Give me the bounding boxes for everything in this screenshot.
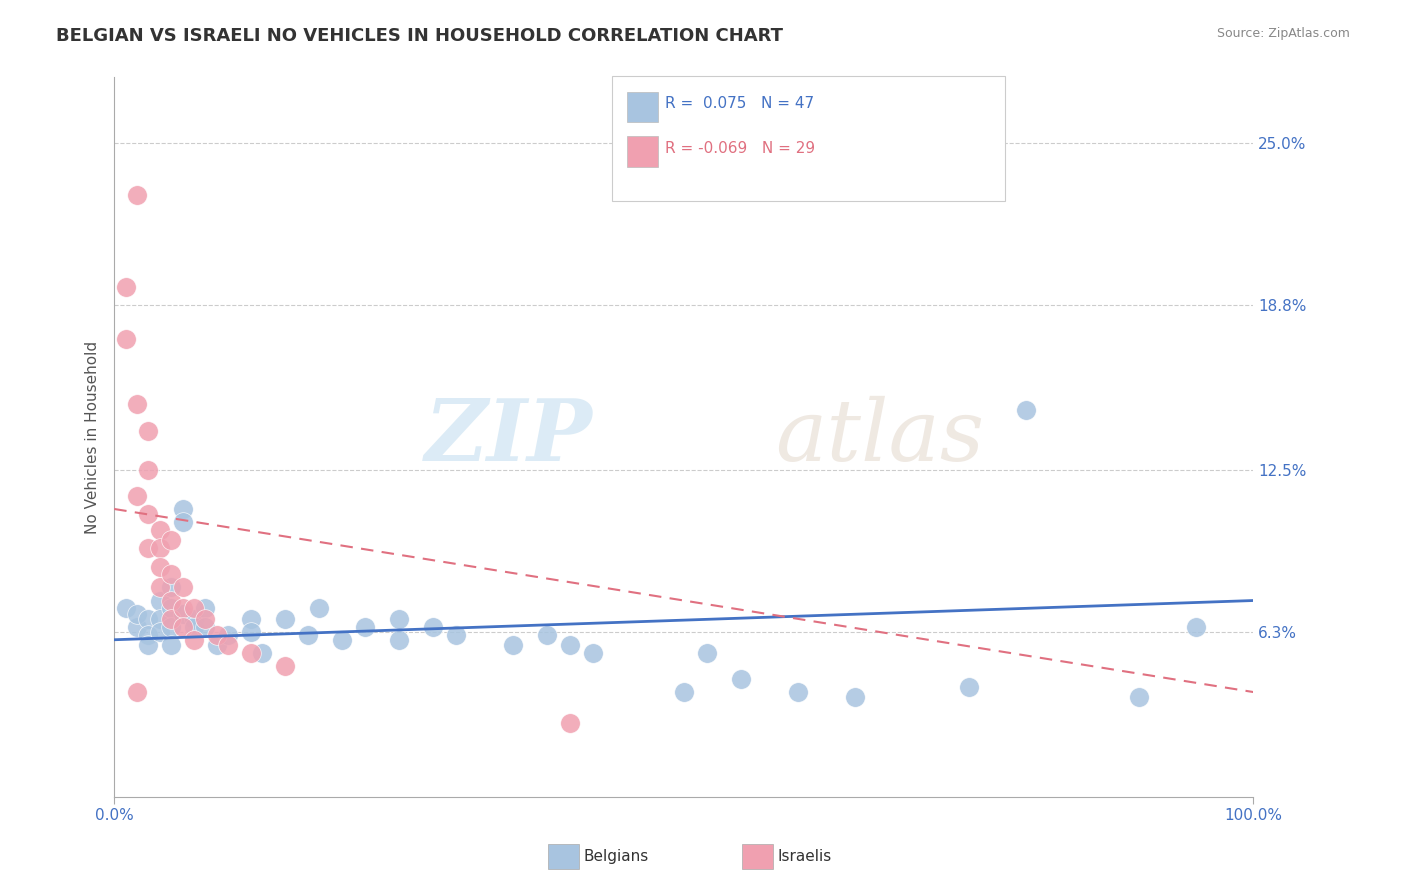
Text: Source: ZipAtlas.com: Source: ZipAtlas.com: [1216, 27, 1350, 40]
Point: [138, 612, 160, 626]
Text: R = -0.069   N = 29: R = -0.069 N = 29: [665, 141, 815, 156]
Point: [160, 593, 183, 607]
Point: [160, 581, 183, 595]
Point: [274, 659, 297, 673]
Point: [183, 632, 205, 647]
Point: [114, 279, 136, 293]
Point: [160, 620, 183, 634]
Point: [125, 607, 148, 621]
Point: [183, 612, 205, 626]
Point: [558, 638, 581, 652]
Point: [502, 638, 524, 652]
Point: [160, 567, 183, 582]
Point: [239, 612, 262, 626]
Point: [786, 685, 808, 699]
Point: [844, 690, 866, 705]
Point: [183, 620, 205, 634]
Point: [149, 541, 172, 556]
Point: [274, 612, 297, 626]
Point: [114, 332, 136, 346]
Point: [353, 620, 375, 634]
Point: [160, 612, 183, 626]
Point: [172, 607, 194, 621]
Point: [422, 620, 444, 634]
Text: BELGIAN VS ISRAELI NO VEHICLES IN HOUSEHOLD CORRELATION CHART: BELGIAN VS ISRAELI NO VEHICLES IN HOUSEH…: [56, 27, 783, 45]
Text: R =  0.075   N = 47: R = 0.075 N = 47: [665, 96, 814, 112]
Point: [125, 489, 148, 503]
Point: [239, 646, 262, 660]
Y-axis label: No Vehicles in Household: No Vehicles in Household: [86, 341, 100, 533]
Point: [217, 627, 239, 641]
Point: [138, 463, 160, 477]
Point: [138, 424, 160, 438]
Point: [388, 632, 411, 647]
Point: [172, 515, 194, 529]
Point: [536, 627, 558, 641]
Point: [172, 581, 194, 595]
Point: [239, 624, 262, 639]
Point: [194, 601, 217, 615]
Point: [696, 646, 718, 660]
Point: [138, 627, 160, 641]
Point: [138, 507, 160, 521]
Point: [1014, 402, 1036, 417]
Point: [160, 638, 183, 652]
Point: [297, 627, 319, 641]
Point: [183, 601, 205, 615]
Point: [138, 541, 160, 556]
Text: atlas: atlas: [775, 396, 984, 478]
Point: [217, 638, 239, 652]
Point: [330, 632, 353, 647]
Point: [125, 397, 148, 411]
Point: [205, 638, 228, 652]
Point: [149, 559, 172, 574]
Point: [160, 533, 183, 548]
Point: [149, 593, 172, 607]
Point: [252, 646, 274, 660]
Text: Belgians: Belgians: [583, 849, 648, 863]
Point: [138, 638, 160, 652]
Point: [672, 685, 695, 699]
Point: [172, 502, 194, 516]
Point: [149, 612, 172, 626]
Point: [444, 627, 467, 641]
Point: [1128, 690, 1150, 705]
Point: [149, 624, 172, 639]
Point: [125, 188, 148, 202]
Point: [558, 716, 581, 731]
Point: [194, 612, 217, 626]
Point: [172, 620, 194, 634]
Point: [149, 581, 172, 595]
Text: Israelis: Israelis: [778, 849, 832, 863]
Point: [160, 601, 183, 615]
Point: [125, 620, 148, 634]
Point: [125, 685, 148, 699]
Point: [205, 627, 228, 641]
Point: [172, 601, 194, 615]
Point: [149, 523, 172, 537]
Point: [308, 601, 330, 615]
Point: [1185, 620, 1208, 634]
Point: [194, 620, 217, 634]
Point: [582, 646, 605, 660]
Point: [388, 612, 411, 626]
Text: ZIP: ZIP: [425, 395, 593, 479]
Point: [114, 601, 136, 615]
Point: [957, 680, 980, 694]
Point: [730, 672, 752, 686]
